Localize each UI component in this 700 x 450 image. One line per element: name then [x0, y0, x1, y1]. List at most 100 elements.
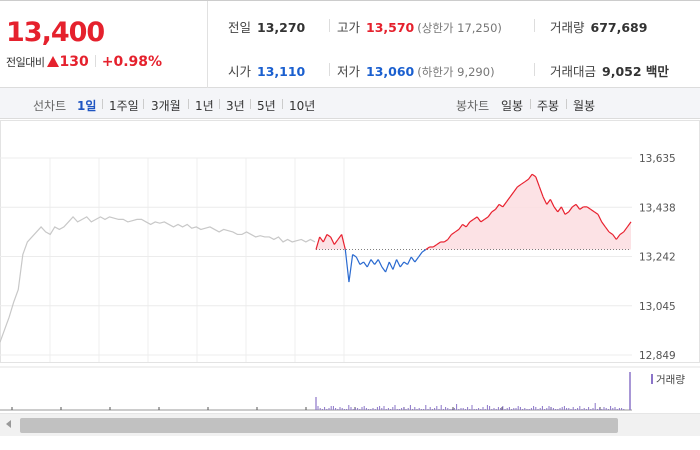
scroll-left-arrow-icon[interactable]: [6, 420, 11, 428]
divider: [188, 99, 189, 109]
candle-chart-label: 봉차트: [456, 99, 490, 113]
period-1year[interactable]: 1년: [195, 99, 214, 113]
gain-segment: [322, 234, 328, 243]
gain-segment: [572, 203, 577, 208]
candle-weekly[interactable]: 주봉: [537, 99, 560, 113]
volume-stat: 거래량 677,689: [550, 17, 647, 36]
gain-segment: [447, 234, 453, 240]
divider: [94, 55, 96, 67]
volume-value: 677,689: [590, 20, 648, 35]
change-percent: +0.98%: [101, 54, 163, 70]
divider: [219, 99, 220, 109]
loss-segment: [399, 261, 405, 268]
prev-close-value: 13,270: [257, 20, 306, 35]
loss-segment: [385, 261, 390, 273]
loss-segment: [370, 259, 376, 265]
loss-segment: [388, 261, 394, 270]
loss-segment: [410, 256, 416, 263]
scroll-thumb[interactable]: [20, 418, 618, 433]
gain-segment: [594, 211, 599, 215]
period-3year[interactable]: 3년: [226, 99, 245, 113]
change-label: 전일대비: [6, 56, 45, 69]
gain-segment: [626, 221, 632, 228]
prev-close-label: 전일: [228, 20, 252, 35]
gain-area-fill: [316, 174, 631, 250]
loss-segment: [392, 259, 398, 270]
gain-segment: [546, 199, 551, 205]
divider: [329, 63, 330, 76]
loss-segment: [348, 254, 354, 283]
gain-segment: [560, 206, 566, 215]
gain-segment: [465, 221, 471, 228]
gain-segment: [517, 183, 522, 188]
gain-segment: [326, 233, 331, 238]
gain-segment: [462, 223, 467, 228]
trade-value-label: 거래대금: [550, 64, 597, 79]
gain-segment: [458, 224, 463, 230]
y-tick-label: 12,849: [639, 350, 676, 362]
loss-segment: [396, 259, 401, 268]
price-chart: 13,635 13,438 13,242 13,045 12,849 거래량: [0, 120, 700, 450]
period-3month[interactable]: 3개월: [151, 99, 181, 113]
low-value: 13,060: [366, 64, 415, 79]
gain-segment: [502, 201, 507, 208]
volume-legend-marker: [651, 374, 653, 384]
loss-segment: [359, 261, 364, 266]
loss-segment: [421, 248, 427, 253]
y-tick-label: 13,045: [639, 301, 676, 313]
up-triangle-icon: [47, 56, 60, 67]
low-label: 저가: [337, 64, 361, 79]
high-label: 고가: [337, 20, 361, 35]
period-1day[interactable]: 1일: [77, 99, 97, 113]
loss-segment: [363, 261, 368, 268]
divider: [282, 99, 283, 109]
previous-day-line: [0, 216, 316, 343]
divider: [534, 63, 535, 76]
upper-limit: (상한가 17,250): [417, 21, 502, 35]
loss-segment: [377, 259, 383, 268]
high-value: 13,570: [366, 20, 415, 35]
y-tick-label: 13,242: [639, 252, 676, 264]
chart-scrollbar[interactable]: [0, 413, 700, 436]
gain-segment: [480, 218, 485, 223]
open-stat: 시가 13,110: [228, 61, 305, 80]
gain-segment: [436, 241, 441, 245]
gain-segment: [608, 231, 614, 235]
gain-segment: [491, 208, 496, 213]
price-chart-svg: 13,635 13,438 13,242 13,045 12,849 거래량: [0, 120, 700, 411]
gain-segment: [333, 239, 339, 245]
trade-value-stat: 거래대금 9,052 백만: [550, 61, 669, 80]
candle-monthly[interactable]: 월봉: [573, 99, 596, 113]
gain-segment: [443, 238, 449, 243]
prev-close-stat: 전일 13,270: [228, 17, 305, 36]
gain-segment: [469, 218, 474, 223]
loss-segment: [344, 249, 350, 283]
loss-segment: [403, 261, 408, 266]
gain-segment: [553, 206, 559, 213]
gain-segment: [509, 191, 515, 198]
loss-segment: [407, 256, 412, 265]
gain-segment: [590, 208, 595, 213]
gain-segment: [527, 173, 533, 180]
period-5year[interactable]: 5년: [257, 99, 276, 113]
gain-segment: [597, 214, 603, 223]
gain-segment: [432, 243, 438, 248]
chart-toolbar: 선차트 1일 1주일 3개월 1년 3년 5년 10년 봉차트 일봉 주봉 월봉: [0, 88, 700, 119]
loss-segment: [355, 256, 361, 265]
gain-segment: [557, 206, 562, 213]
gain-segment: [319, 236, 324, 243]
y-tick-label: 13,635: [639, 153, 676, 165]
gain-segment: [454, 228, 460, 233]
loss-segment: [414, 256, 420, 263]
loss-segment: [352, 253, 357, 258]
gain-segment: [531, 173, 537, 178]
divider: [534, 19, 535, 32]
gain-segment: [538, 186, 544, 198]
volume-label: 거래량: [550, 20, 585, 35]
period-10year[interactable]: 10년: [289, 99, 316, 113]
gain-segment: [473, 216, 478, 220]
current-price: 13,400: [6, 17, 105, 48]
period-1week[interactable]: 1주일: [109, 99, 139, 113]
candle-daily[interactable]: 일봉: [501, 99, 524, 113]
gain-segment: [575, 204, 581, 210]
